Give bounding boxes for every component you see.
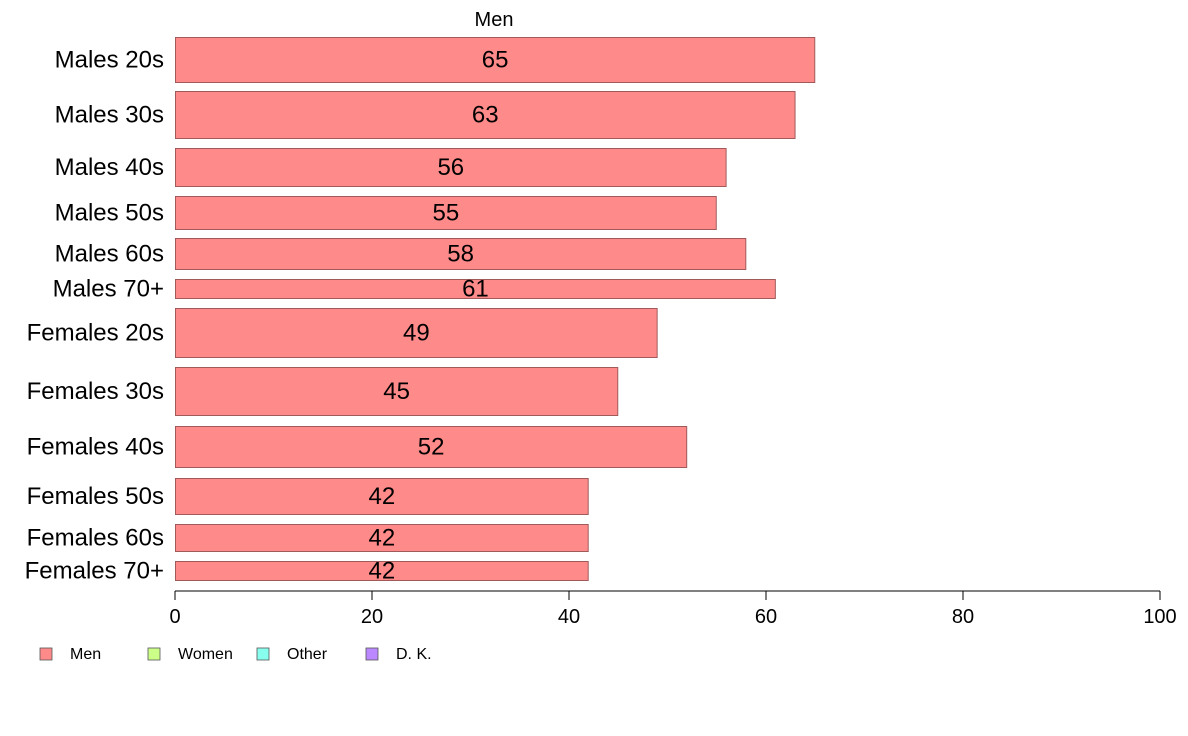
bar (175, 238, 747, 270)
data-label: 49 (403, 319, 430, 346)
data-label: 42 (368, 524, 395, 551)
data-label: 55 (433, 199, 460, 226)
category-label: Females 40s (27, 433, 164, 460)
legend-swatch (39, 647, 53, 661)
bars-group: Males 20s 65 Males 30s 63 Males 40s 56 Males 5… (25, 37, 816, 584)
x-tick-label: 80 (952, 606, 974, 628)
legend-label: Women (178, 646, 233, 663)
x-axis: 0 20 40 60 80 100 (169, 590, 1177, 628)
category-label: Males 70+ (53, 275, 164, 302)
category-label: Males 60s (55, 240, 164, 267)
category-label: Females 70+ (25, 557, 164, 584)
data-label: 63 (472, 101, 499, 128)
category-label: Males 20s (55, 46, 164, 73)
data-label: 56 (437, 154, 464, 181)
category-label: Males 50s (55, 199, 164, 226)
category-label: Males 40s (55, 154, 164, 181)
legend-swatch (256, 647, 270, 661)
data-label: 58 (447, 240, 474, 267)
category-label: Females 30s (27, 378, 164, 405)
legend-label: D. K. (396, 646, 432, 663)
x-tick-label: 60 (755, 606, 777, 628)
data-label: 52 (418, 433, 445, 460)
data-label: 42 (368, 483, 395, 510)
legend: Men Women Other D. K. (39, 646, 432, 663)
bar (175, 279, 776, 299)
chart-title: Men (475, 9, 514, 31)
legend-swatch (365, 647, 379, 661)
bar (175, 37, 816, 83)
bar (175, 478, 589, 515)
bar (175, 196, 717, 230)
legend-label: Men (70, 646, 101, 663)
data-label: 45 (383, 378, 410, 405)
bar (175, 524, 589, 552)
legend-label: Other (287, 646, 328, 663)
data-label: 61 (462, 275, 489, 302)
x-tick-label: 0 (169, 606, 180, 628)
bar (175, 367, 619, 416)
x-tick-label: 20 (361, 606, 383, 628)
category-label: Males 30s (55, 101, 164, 128)
bar (175, 91, 796, 139)
category-label: Females 60s (27, 524, 164, 551)
x-tick-label: 40 (558, 606, 580, 628)
data-label: 65 (482, 46, 509, 73)
bar (175, 308, 658, 358)
data-label: 42 (368, 557, 395, 584)
category-label: Females 20s (27, 319, 164, 346)
bar (175, 561, 589, 581)
bar (175, 148, 727, 187)
category-label: Females 50s (27, 483, 164, 510)
x-tick-label: 100 (1143, 606, 1176, 628)
bar (175, 426, 688, 468)
legend-swatch (147, 647, 161, 661)
